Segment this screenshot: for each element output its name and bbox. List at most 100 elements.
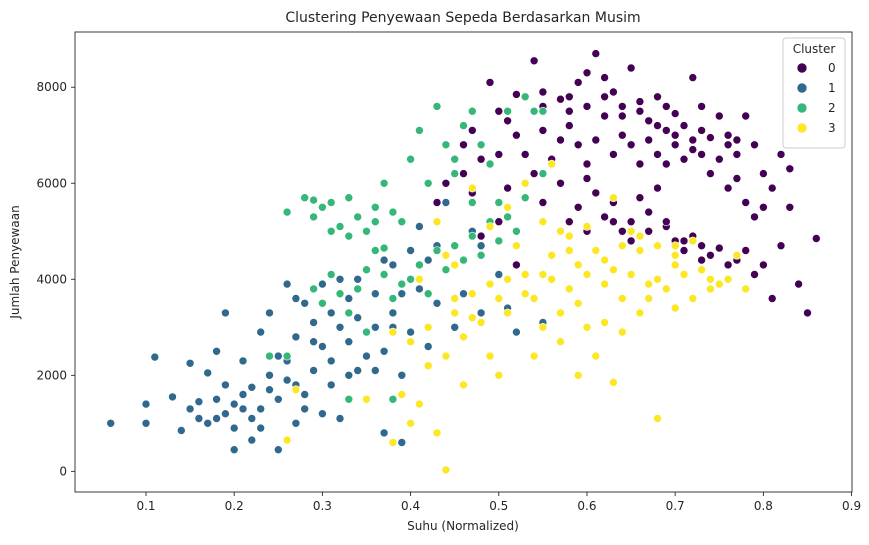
cluster-0-point	[741, 198, 751, 207]
cluster-3-point	[485, 351, 495, 361]
cluster-2-point	[379, 179, 389, 188]
cluster-1-point	[397, 370, 407, 380]
cluster-1-point	[185, 404, 195, 414]
cluster-0-point	[741, 111, 751, 121]
cluster-2-point	[397, 217, 407, 226]
cluster-2-point	[459, 255, 468, 265]
cluster-2-point	[450, 169, 460, 178]
cluster-1-point	[353, 313, 363, 323]
cluster-3-point	[661, 284, 671, 294]
cluster-2-point	[538, 106, 548, 116]
cluster-0-point	[732, 150, 742, 159]
cluster-0-point	[644, 227, 654, 236]
y-tick-label: 8000	[36, 80, 67, 94]
x-tick-label: 0.5	[489, 499, 508, 513]
cluster-0-point	[644, 135, 654, 145]
cluster-0-point	[732, 174, 742, 183]
cluster-1-point	[476, 308, 486, 318]
cluster-0-point	[503, 116, 512, 126]
cluster-1-point	[282, 279, 292, 289]
x-axis-label: Suhu (Normalized)	[407, 519, 519, 533]
cluster-3-point	[564, 231, 574, 241]
cluster-0-point	[626, 217, 636, 226]
cluster-0-point	[441, 179, 451, 188]
x-axis: 0.1 0.2 0.3 0.4 0.5 0.6 0.7 0.8 0.9	[136, 492, 861, 513]
cluster-2-point	[309, 212, 318, 222]
cluster-3-point	[688, 236, 698, 246]
cluster-0-point	[573, 78, 583, 87]
cluster-2-point	[415, 126, 424, 135]
cluster-1-point	[309, 337, 318, 347]
cluster-2-point	[538, 169, 548, 178]
plot-frame	[74, 31, 853, 493]
cluster-3-point	[406, 418, 415, 428]
cluster-0-point	[600, 92, 609, 102]
cluster-1-point	[203, 368, 212, 378]
cluster-2-point	[335, 222, 345, 231]
cluster-3-point	[688, 294, 698, 303]
cluster-1-point	[247, 382, 257, 392]
cluster-0-point	[529, 56, 539, 66]
cluster-3-point	[494, 370, 504, 380]
cluster-1-point	[397, 289, 407, 299]
cluster-1-point	[212, 346, 221, 356]
cluster-3-point	[600, 279, 609, 289]
cluster-3-point	[520, 270, 530, 279]
cluster-2-point	[388, 294, 398, 303]
cluster-1-point	[185, 358, 195, 368]
cluster-1-point	[406, 327, 415, 337]
cluster-2-point	[379, 270, 389, 279]
cluster-0-point	[512, 90, 521, 99]
cluster-3-point	[626, 227, 636, 236]
cluster-3-point	[415, 274, 424, 284]
cluster-2-point	[467, 231, 477, 241]
cluster-1-point	[397, 438, 407, 447]
cluster-0-point	[556, 94, 565, 104]
cluster-3-point	[617, 294, 627, 303]
x-tick-label: 0.7	[666, 499, 685, 513]
cluster-3-point	[697, 265, 706, 275]
cluster-2-point	[309, 284, 318, 294]
cluster-1-point	[291, 294, 301, 303]
cluster-1-point	[379, 428, 389, 438]
cluster-2-point	[344, 308, 354, 318]
cluster-1-point	[300, 390, 310, 399]
cluster-1-point	[282, 375, 292, 385]
cluster-3-point	[635, 308, 645, 318]
cluster-0-point	[459, 140, 468, 150]
cluster-3-point	[635, 246, 645, 255]
cluster-1-point	[353, 274, 363, 284]
chart-title: Clustering Penyewaan Sepeda Berdasarkan …	[285, 10, 640, 26]
cluster-0-point	[670, 109, 680, 118]
cluster-1-point	[265, 370, 274, 380]
cluster-1-point	[423, 342, 433, 351]
cluster-2-point	[326, 270, 336, 279]
cluster-0-point	[750, 140, 759, 150]
cluster-1-point	[450, 322, 460, 332]
cluster-1-point	[229, 399, 239, 409]
cluster-0-point	[564, 217, 574, 226]
cluster-3-point	[291, 385, 301, 395]
cluster-1-point	[221, 308, 230, 318]
cluster-3-point	[617, 241, 627, 250]
cluster-0-point	[503, 183, 512, 193]
cluster-0-point	[688, 73, 698, 82]
cluster-3-point	[723, 274, 733, 284]
cluster-1-point	[291, 332, 301, 342]
cluster-0-point	[706, 133, 715, 142]
cluster-0-point	[617, 111, 627, 121]
cluster-1-point	[238, 390, 248, 399]
cluster-3-point	[591, 246, 601, 255]
cluster-3-point	[573, 370, 583, 380]
cluster-1-point	[229, 423, 239, 433]
cluster-2-point	[450, 241, 460, 250]
cluster-2-point	[282, 351, 292, 361]
cluster-0-point	[723, 260, 733, 270]
cluster-2-point	[441, 140, 451, 150]
cluster-0-point	[670, 140, 680, 150]
cluster-3-point	[423, 361, 433, 371]
cluster-2-point	[476, 251, 486, 260]
cluster-0-point	[706, 169, 715, 178]
legend-label-2: 2	[828, 101, 836, 115]
cluster-3-point	[582, 322, 592, 332]
